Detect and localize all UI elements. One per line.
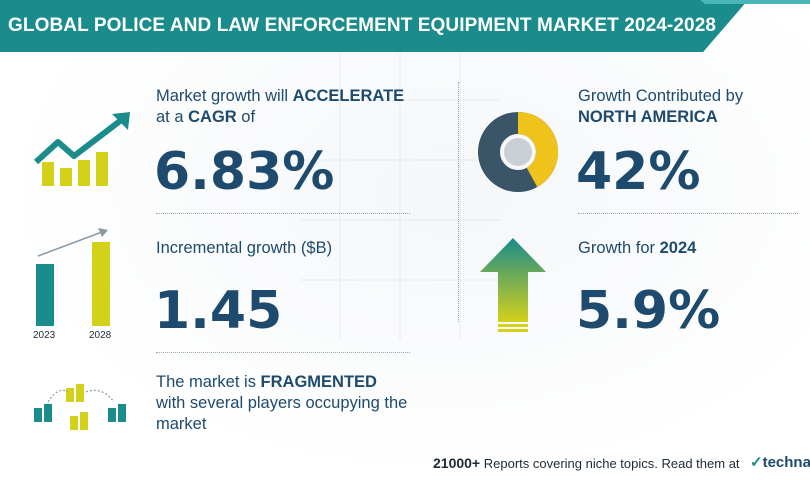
cagr-value: 6.83%: [154, 142, 335, 202]
market-line2-text: with several players occupying the: [156, 394, 408, 412]
technavio-logo[interactable]: ✓technav: [750, 453, 810, 471]
cagr-label: Market growth will ACCELERATE at a CAGR …: [156, 86, 436, 128]
cagr-line1-text: Market growth will: [156, 87, 293, 105]
cagr-line2-text: at a: [156, 108, 189, 126]
logo-mark-icon: ✓: [750, 454, 763, 471]
header-bar: [0, 0, 748, 52]
bar-label-2023: 2023: [33, 330, 56, 341]
growth-arrow-icon: [480, 238, 546, 332]
donut-share-slice: [517, 112, 558, 188]
cagr-accelerate-text: ACCELERATE: [292, 87, 405, 105]
year-growth-prefix-text: Growth for: [578, 239, 660, 257]
left-divider-2: [156, 352, 410, 353]
year-growth-value: 5.9%: [576, 281, 721, 341]
region-label: Growth Contributed by NORTH AMERICA: [578, 86, 798, 128]
footer-text: 21000+ Reports covering niche topics. Re…: [433, 455, 740, 471]
logo-text: technav: [762, 454, 810, 471]
page-title: GLOBAL POLICE AND LAW ENFORCEMENT EQUIPM…: [8, 15, 717, 36]
incremental-value: 1.45: [154, 281, 283, 341]
right-divider: [578, 213, 798, 214]
incremental-bar-icon: [36, 228, 110, 326]
year-growth-label: Growth for 2024: [578, 238, 696, 259]
region-name-text: NORTH AMERICA: [578, 108, 718, 126]
cagr-bold-text: CAGR: [188, 108, 237, 126]
region-line1-text: Growth Contributed by: [578, 87, 744, 105]
market-structure-label: The market is FRAGMENTED with several pl…: [156, 372, 446, 435]
fragmented-buildings-icon: [34, 384, 126, 430]
region-donut-icon: [478, 112, 558, 192]
bar-label-2028: 2028: [89, 330, 112, 341]
footer-count: 21000+: [433, 455, 481, 471]
left-divider-1: [156, 213, 410, 214]
region-value: 42%: [576, 142, 701, 202]
center-divider: [458, 82, 459, 322]
bar-2028: [92, 242, 110, 326]
growth-chart-icon: [34, 112, 130, 186]
market-line3-text: market: [156, 415, 207, 433]
market-line1-text: The market is: [156, 373, 261, 391]
market-fragmented-text: FRAGMENTED: [260, 373, 377, 391]
background-texture: [300, 40, 500, 340]
year-growth-year-text: 2024: [659, 239, 697, 257]
header-stripe: [700, 0, 810, 4]
bar-2023: [36, 264, 54, 326]
incremental-label: Incremental growth ($B): [156, 239, 333, 257]
footer-description: Reports covering niche topics. Read them…: [483, 456, 740, 471]
cagr-of-text: of: [236, 108, 256, 126]
